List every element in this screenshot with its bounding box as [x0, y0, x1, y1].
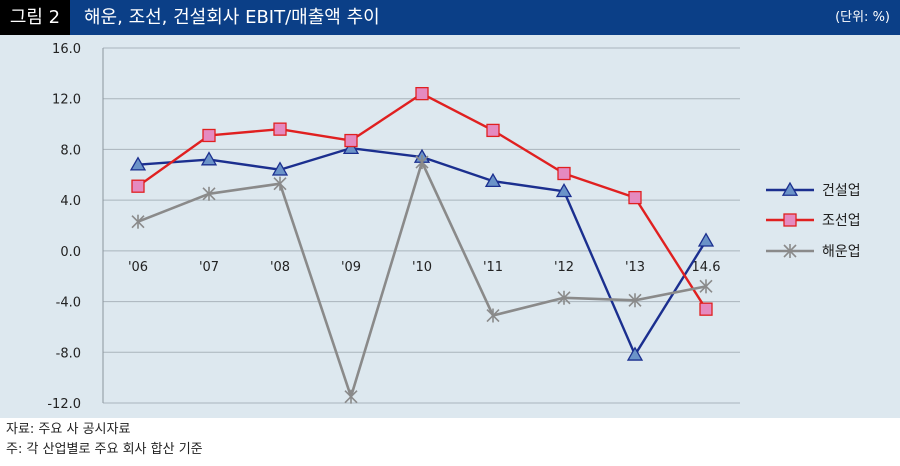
data-point-series-2 [699, 302, 713, 316]
data-point-series-3 [415, 155, 429, 170]
data-point-series-2 [557, 166, 571, 181]
data-point-series-3 [699, 279, 713, 294]
unit-label: (단위: %) [835, 10, 890, 25]
data-point-series-3 [344, 389, 358, 404]
data-point-series-2 [344, 133, 358, 148]
legend-label: 건설업 [822, 183, 861, 199]
notes: 자료: 주요 사 공시자료 주: 각 산업별로 주요 회사 합산 기준 [6, 420, 203, 460]
x-tick-label: '08 [270, 260, 290, 275]
x-tick-label: '13 [625, 260, 645, 275]
series-line-3 [137, 160, 707, 398]
data-point-series-3 [131, 214, 145, 229]
data-point-series-3 [628, 293, 642, 308]
data-point-series-1 [271, 161, 289, 176]
chart-title: 해운, 조선, 건설회사 EBIT/매출액 추이 [84, 7, 380, 28]
data-point-series-3 [273, 176, 287, 191]
y-tick-label: 0.0 [60, 245, 81, 260]
x-tick-label: '07 [199, 260, 219, 275]
legend-label: 해운업 [822, 244, 861, 260]
y-tick-label: 16.0 [52, 42, 81, 57]
x-tick-label: '11 [483, 260, 503, 275]
y-tick-label: -4.0 [56, 296, 81, 311]
data-point-series-1 [555, 182, 573, 198]
legend-marker-1 [781, 181, 799, 196]
series-line-2 [137, 92, 708, 310]
data-point-series-1 [200, 151, 218, 166]
x-tick-label: '09 [341, 260, 361, 275]
data-point-series-3 [557, 290, 571, 305]
source-note: 자료: 주요 사 공시자료 [6, 422, 131, 437]
data-point-series-1 [626, 346, 644, 361]
y-tick-label: 12.0 [52, 93, 81, 108]
data-point-series-2 [131, 179, 145, 193]
data-point-series-1 [484, 172, 502, 188]
footnote: 주: 각 산업별로 주요 회사 합산 기준 [6, 442, 203, 457]
x-tick-label: '10 [412, 260, 432, 275]
data-point-series-1 [129, 156, 147, 171]
legend-marker-2 [783, 213, 797, 227]
data-point-series-1 [342, 139, 360, 155]
figure-label: 그림 2 [0, 0, 70, 35]
y-tick-label: -12.0 [47, 397, 81, 412]
data-point-series-2 [273, 122, 287, 136]
data-point-series-2 [628, 190, 642, 205]
x-tick-label: '06 [128, 260, 148, 275]
y-tick-label: 8.0 [60, 143, 81, 158]
legend-marker-3 [783, 244, 797, 258]
data-point-series-2 [202, 128, 216, 143]
y-tick-label: 4.0 [60, 194, 81, 209]
y-tick-label: -8.0 [56, 346, 81, 361]
line-chart: 16.0 12.0 8.0 4.0 0.0 -4.0 -8.0 -12.0 '06 '07 '08 '… [47, 42, 861, 412]
x-tick-label: 14.6 [692, 260, 721, 275]
legend-label: 조선업 [822, 213, 861, 229]
header-bar: 그림 2 해운, 조선, 건설회사 EBIT/매출액 추이 (단위: %) [0, 0, 900, 35]
data-point-series-2 [415, 86, 429, 101]
series-line-1 [137, 146, 708, 357]
data-point-series-3 [202, 186, 216, 201]
x-tick-label: '12 [554, 260, 574, 275]
data-point-series-1 [697, 232, 715, 247]
chart-area: 16.0 12.0 8.0 4.0 0.0 -4.0 -8.0 -12.0 '06 '07 '08 '… [0, 35, 900, 418]
data-point-series-3 [486, 308, 500, 323]
data-point-series-2 [486, 123, 500, 138]
